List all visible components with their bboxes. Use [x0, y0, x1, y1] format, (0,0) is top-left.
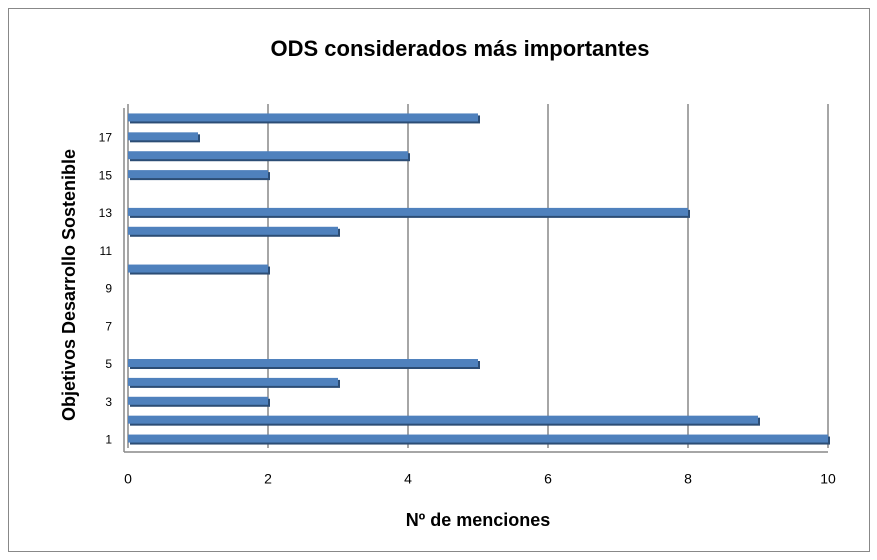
y-tick-label: 15: [99, 168, 113, 182]
chart-title: ODS considerados más importantes: [271, 36, 650, 61]
y-tick-label: 7: [105, 319, 112, 333]
bar: [128, 226, 340, 237]
x-tick-label: 10: [820, 471, 836, 487]
y-tick-label: 3: [105, 395, 112, 409]
bar: [128, 359, 480, 369]
bar: [128, 264, 270, 275]
x-tick-label: 2: [264, 471, 272, 487]
x-tick-label: 8: [684, 471, 692, 487]
bar: [128, 113, 480, 124]
x-axis-label: Nº de menciones: [406, 510, 551, 530]
y-axis-label: Objetivos Desarrollo Sostenible: [59, 149, 79, 421]
x-tick-label: 4: [404, 471, 412, 487]
bar: [128, 396, 270, 407]
y-tick-label: 5: [105, 357, 112, 371]
chart-border: [8, 8, 870, 552]
y-tick-label: 9: [105, 282, 112, 296]
y-tick-label: 13: [99, 206, 113, 220]
y-tick-label: 17: [99, 131, 113, 145]
bar: [128, 377, 340, 388]
x-tick-label: 0: [124, 471, 132, 487]
x-tick-label: 6: [544, 471, 552, 487]
y-tick-label: 1: [105, 433, 112, 447]
bar: [128, 434, 830, 445]
bar: [128, 170, 270, 181]
bar: [128, 415, 760, 426]
bar: [128, 132, 200, 143]
bar: [128, 207, 690, 218]
bar: [128, 151, 410, 162]
y-tick-label: 11: [100, 244, 113, 258]
